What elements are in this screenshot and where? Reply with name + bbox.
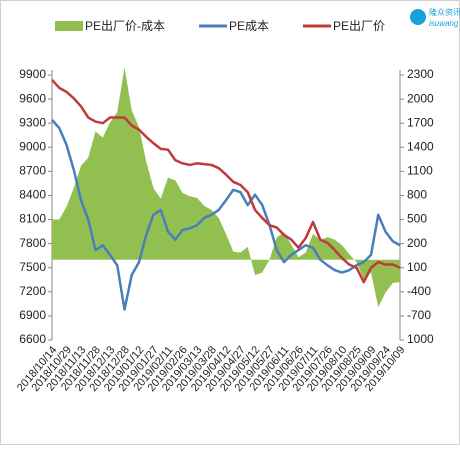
- y2-tick-label: 1700: [407, 115, 434, 129]
- y-tick-label: 8100: [19, 212, 46, 226]
- y-tick-label: 7200: [19, 284, 46, 298]
- y2-tick-label: 2000: [407, 91, 434, 105]
- y-tick-label: 6900: [19, 308, 46, 322]
- y-tick-label: 8400: [19, 188, 46, 202]
- y2-tick-label: 100: [407, 260, 427, 274]
- y-tick-label: 9000: [19, 139, 46, 153]
- y2-tick-label: 1100: [407, 164, 433, 178]
- y2-tick-label: 800: [407, 188, 427, 202]
- y-tick-label: 9900: [19, 67, 46, 81]
- logo-sub: isuwang: [429, 19, 459, 28]
- legend-swatch: [55, 21, 83, 31]
- legend-label: PE成本: [229, 19, 269, 33]
- legend-label: PE出厂价: [333, 19, 385, 33]
- y2-tick-label: 2300: [407, 67, 434, 81]
- logo-icon: [410, 9, 426, 25]
- y2-tick-label: 500: [407, 212, 427, 226]
- y2-tick-label: 1000: [407, 332, 434, 346]
- legend-label: PE出厂价-成本: [85, 19, 165, 33]
- y2-tick-label: 200: [407, 236, 427, 250]
- y2-tick-label: -700: [407, 308, 431, 322]
- y-tick-label: 7800: [19, 236, 46, 250]
- y2-tick-label: -400: [407, 284, 431, 298]
- y-tick-label: 8700: [19, 164, 46, 178]
- y-tick-label: 6600: [19, 332, 46, 346]
- y2-tick-label: 1400: [407, 139, 434, 153]
- logo-name: 隆众资讯: [429, 7, 460, 17]
- y-tick-label: 9600: [19, 91, 46, 105]
- line: [51, 78, 401, 284]
- line: [51, 119, 401, 311]
- y-tick-label: 7500: [19, 260, 46, 274]
- y-tick-label: 9300: [19, 115, 46, 129]
